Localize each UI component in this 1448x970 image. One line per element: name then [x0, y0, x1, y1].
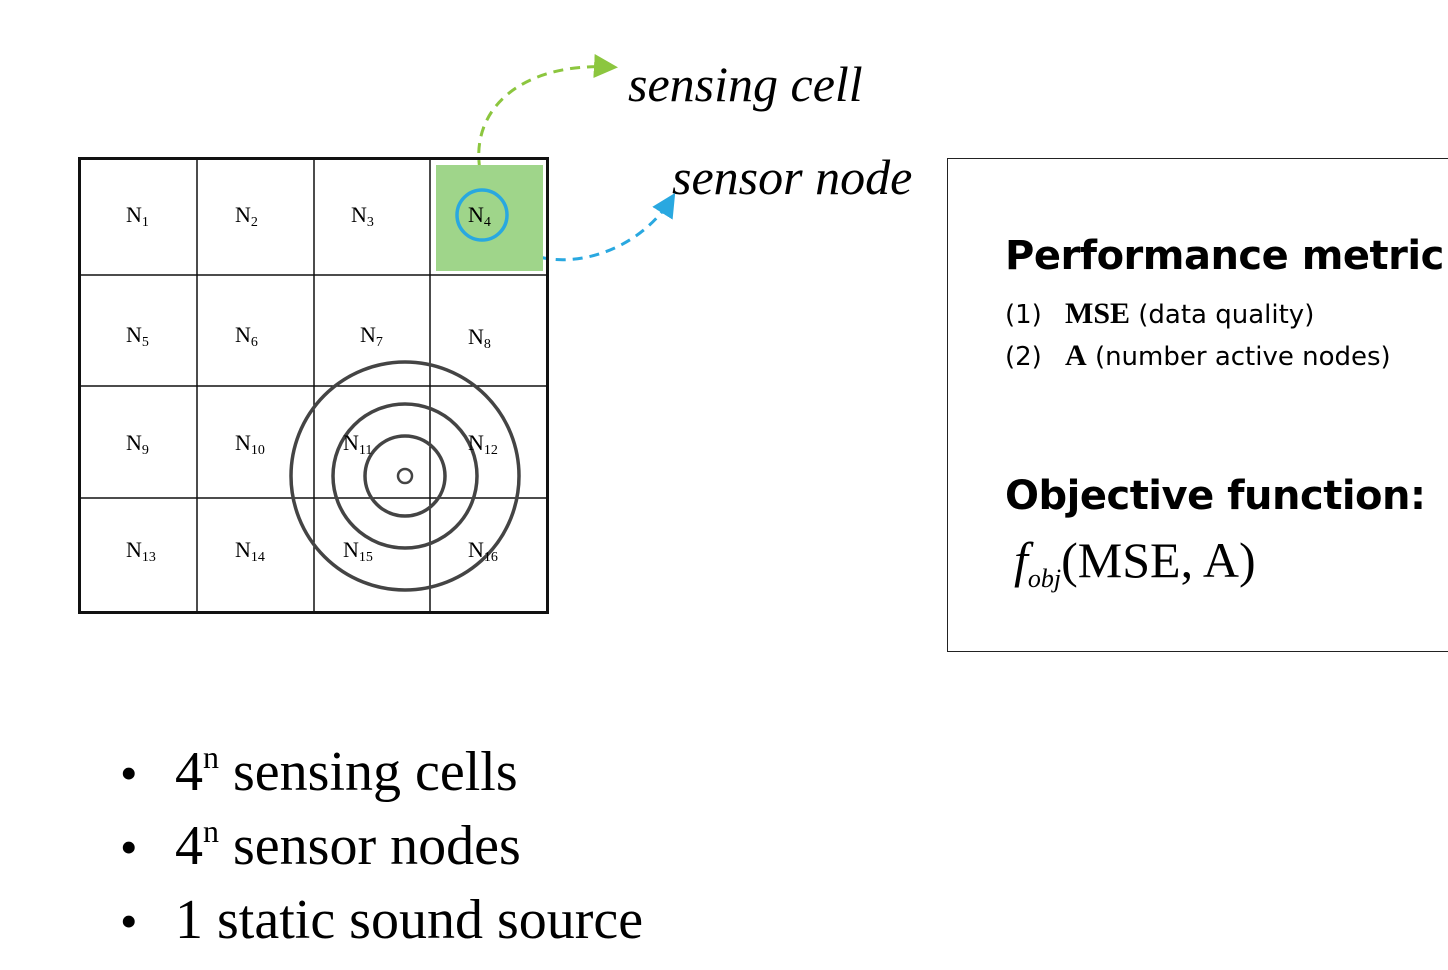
bullet-text: sensor nodes — [219, 815, 521, 877]
node-label-base: N — [343, 537, 359, 562]
bullet-item: • 1 static sound source — [120, 883, 643, 957]
node-label-index: 16 — [483, 550, 498, 565]
bullet-sup: n — [203, 739, 219, 775]
sensor-node-label: sensor node — [672, 149, 913, 205]
node-label: N15 — [343, 537, 373, 566]
node-label-base: N — [343, 430, 359, 455]
metric-item: (1) MSE (data quality) — [1005, 297, 1314, 331]
grid-border — [78, 157, 549, 614]
node-label-index: 12 — [483, 443, 498, 458]
bullet-dot: • — [120, 893, 138, 949]
metric-number: (2) — [1005, 342, 1042, 372]
node-label: N5 — [126, 322, 149, 351]
node-label-base: N — [126, 202, 142, 227]
node-label-base: N — [235, 202, 251, 227]
performance-metric-heading: Performance metric: — [1005, 233, 1448, 279]
bullet-sup: n — [203, 813, 219, 849]
sensing-cell-label: sensing cell — [628, 56, 863, 112]
node-label: N6 — [235, 322, 258, 351]
node-label: N1 — [126, 202, 149, 231]
bullet-text: static sound source — [203, 889, 644, 951]
sound-source — [396, 467, 414, 485]
objective-formula: fobj(MSE, A) — [1014, 531, 1256, 594]
node-label: N2 — [235, 202, 258, 231]
node-label: N12 — [468, 430, 498, 459]
bullet-item: • 4n sensor nodes — [120, 809, 643, 883]
bullet-item: • 4n sensing cells — [120, 735, 643, 809]
metric-description: (data quality) — [1138, 300, 1315, 330]
node-label-index: 4 — [483, 215, 491, 230]
node-label-index: 7 — [375, 335, 383, 350]
objective-function-heading: Objective function: — [1005, 473, 1426, 519]
formula-args: (MSE, A) — [1061, 532, 1256, 588]
metric-description: (number active nodes) — [1094, 342, 1391, 372]
node-label-base: N — [360, 322, 376, 347]
node-label: N13 — [126, 537, 156, 566]
grid-lines — [78, 157, 549, 614]
metric-item: (2) A (number active nodes) — [1005, 339, 1391, 373]
metric-number: (1) — [1005, 300, 1042, 330]
node-label: N4 — [468, 202, 491, 231]
node-label-index: 2 — [250, 215, 258, 230]
sound-ring — [289, 360, 521, 592]
sensor-grid: N1 N2 N3 N4 N5 N6 N7 N8 N9 N10 N11 N12 N13 N14 N15 N16 — [78, 157, 549, 614]
sound-ring — [363, 434, 447, 518]
metric-key: MSE — [1065, 297, 1131, 330]
node-label-index: 10 — [250, 443, 265, 458]
node-label-index: 8 — [483, 337, 491, 352]
node-label: N11 — [343, 430, 372, 459]
node-label-index: 9 — [141, 443, 149, 458]
bullet-base: 1 — [175, 889, 203, 951]
node-label-base: N — [126, 322, 142, 347]
node-label-index: 3 — [366, 215, 374, 230]
bullet-dot: • — [120, 819, 138, 875]
highlighted-sensing-cell — [436, 165, 543, 271]
node-label-base: N — [468, 202, 484, 227]
node-label-base: N — [468, 324, 484, 349]
bullet-text: sensing cells — [219, 741, 518, 803]
sound-ring — [331, 402, 479, 550]
node-label: N8 — [468, 324, 491, 353]
node-label: N9 — [126, 430, 149, 459]
node-label-base: N — [351, 202, 367, 227]
node-label-base: N — [468, 430, 484, 455]
node-label: N16 — [468, 537, 498, 566]
formula-function: f — [1014, 532, 1028, 588]
node-label-base: N — [235, 537, 251, 562]
metric-key: A — [1065, 339, 1087, 372]
node-label-base: N — [235, 322, 251, 347]
node-label: N3 — [351, 202, 374, 231]
node-label-base: N — [126, 430, 142, 455]
metrics-panel: Performance metric: (1) MSE (data quality… — [947, 158, 1448, 652]
bullet-list: • 4n sensing cells • 4n sensor nodes • 1 st… — [120, 735, 643, 957]
node-label-index: 11 — [358, 443, 373, 458]
node-label: N10 — [235, 430, 265, 459]
node-label-base: N — [468, 537, 484, 562]
bullet-dot: • — [120, 745, 138, 801]
node-label-index: 6 — [250, 335, 258, 350]
node-label-index: 13 — [141, 550, 156, 565]
node-label: N7 — [360, 322, 383, 351]
formula-subscript: obj — [1027, 564, 1062, 593]
node-label-index: 15 — [358, 550, 373, 565]
node-label-index: 1 — [141, 215, 149, 230]
node-label-index: 14 — [250, 550, 265, 565]
sensor-node-circle — [455, 188, 509, 242]
sensing-cell-arrow — [477, 54, 618, 171]
bullet-base: 4 — [175, 815, 203, 877]
bullet-base: 4 — [175, 741, 203, 803]
node-label: N14 — [235, 537, 265, 566]
node-label-base: N — [126, 537, 142, 562]
node-label-base: N — [235, 430, 251, 455]
node-label-index: 5 — [141, 335, 149, 350]
